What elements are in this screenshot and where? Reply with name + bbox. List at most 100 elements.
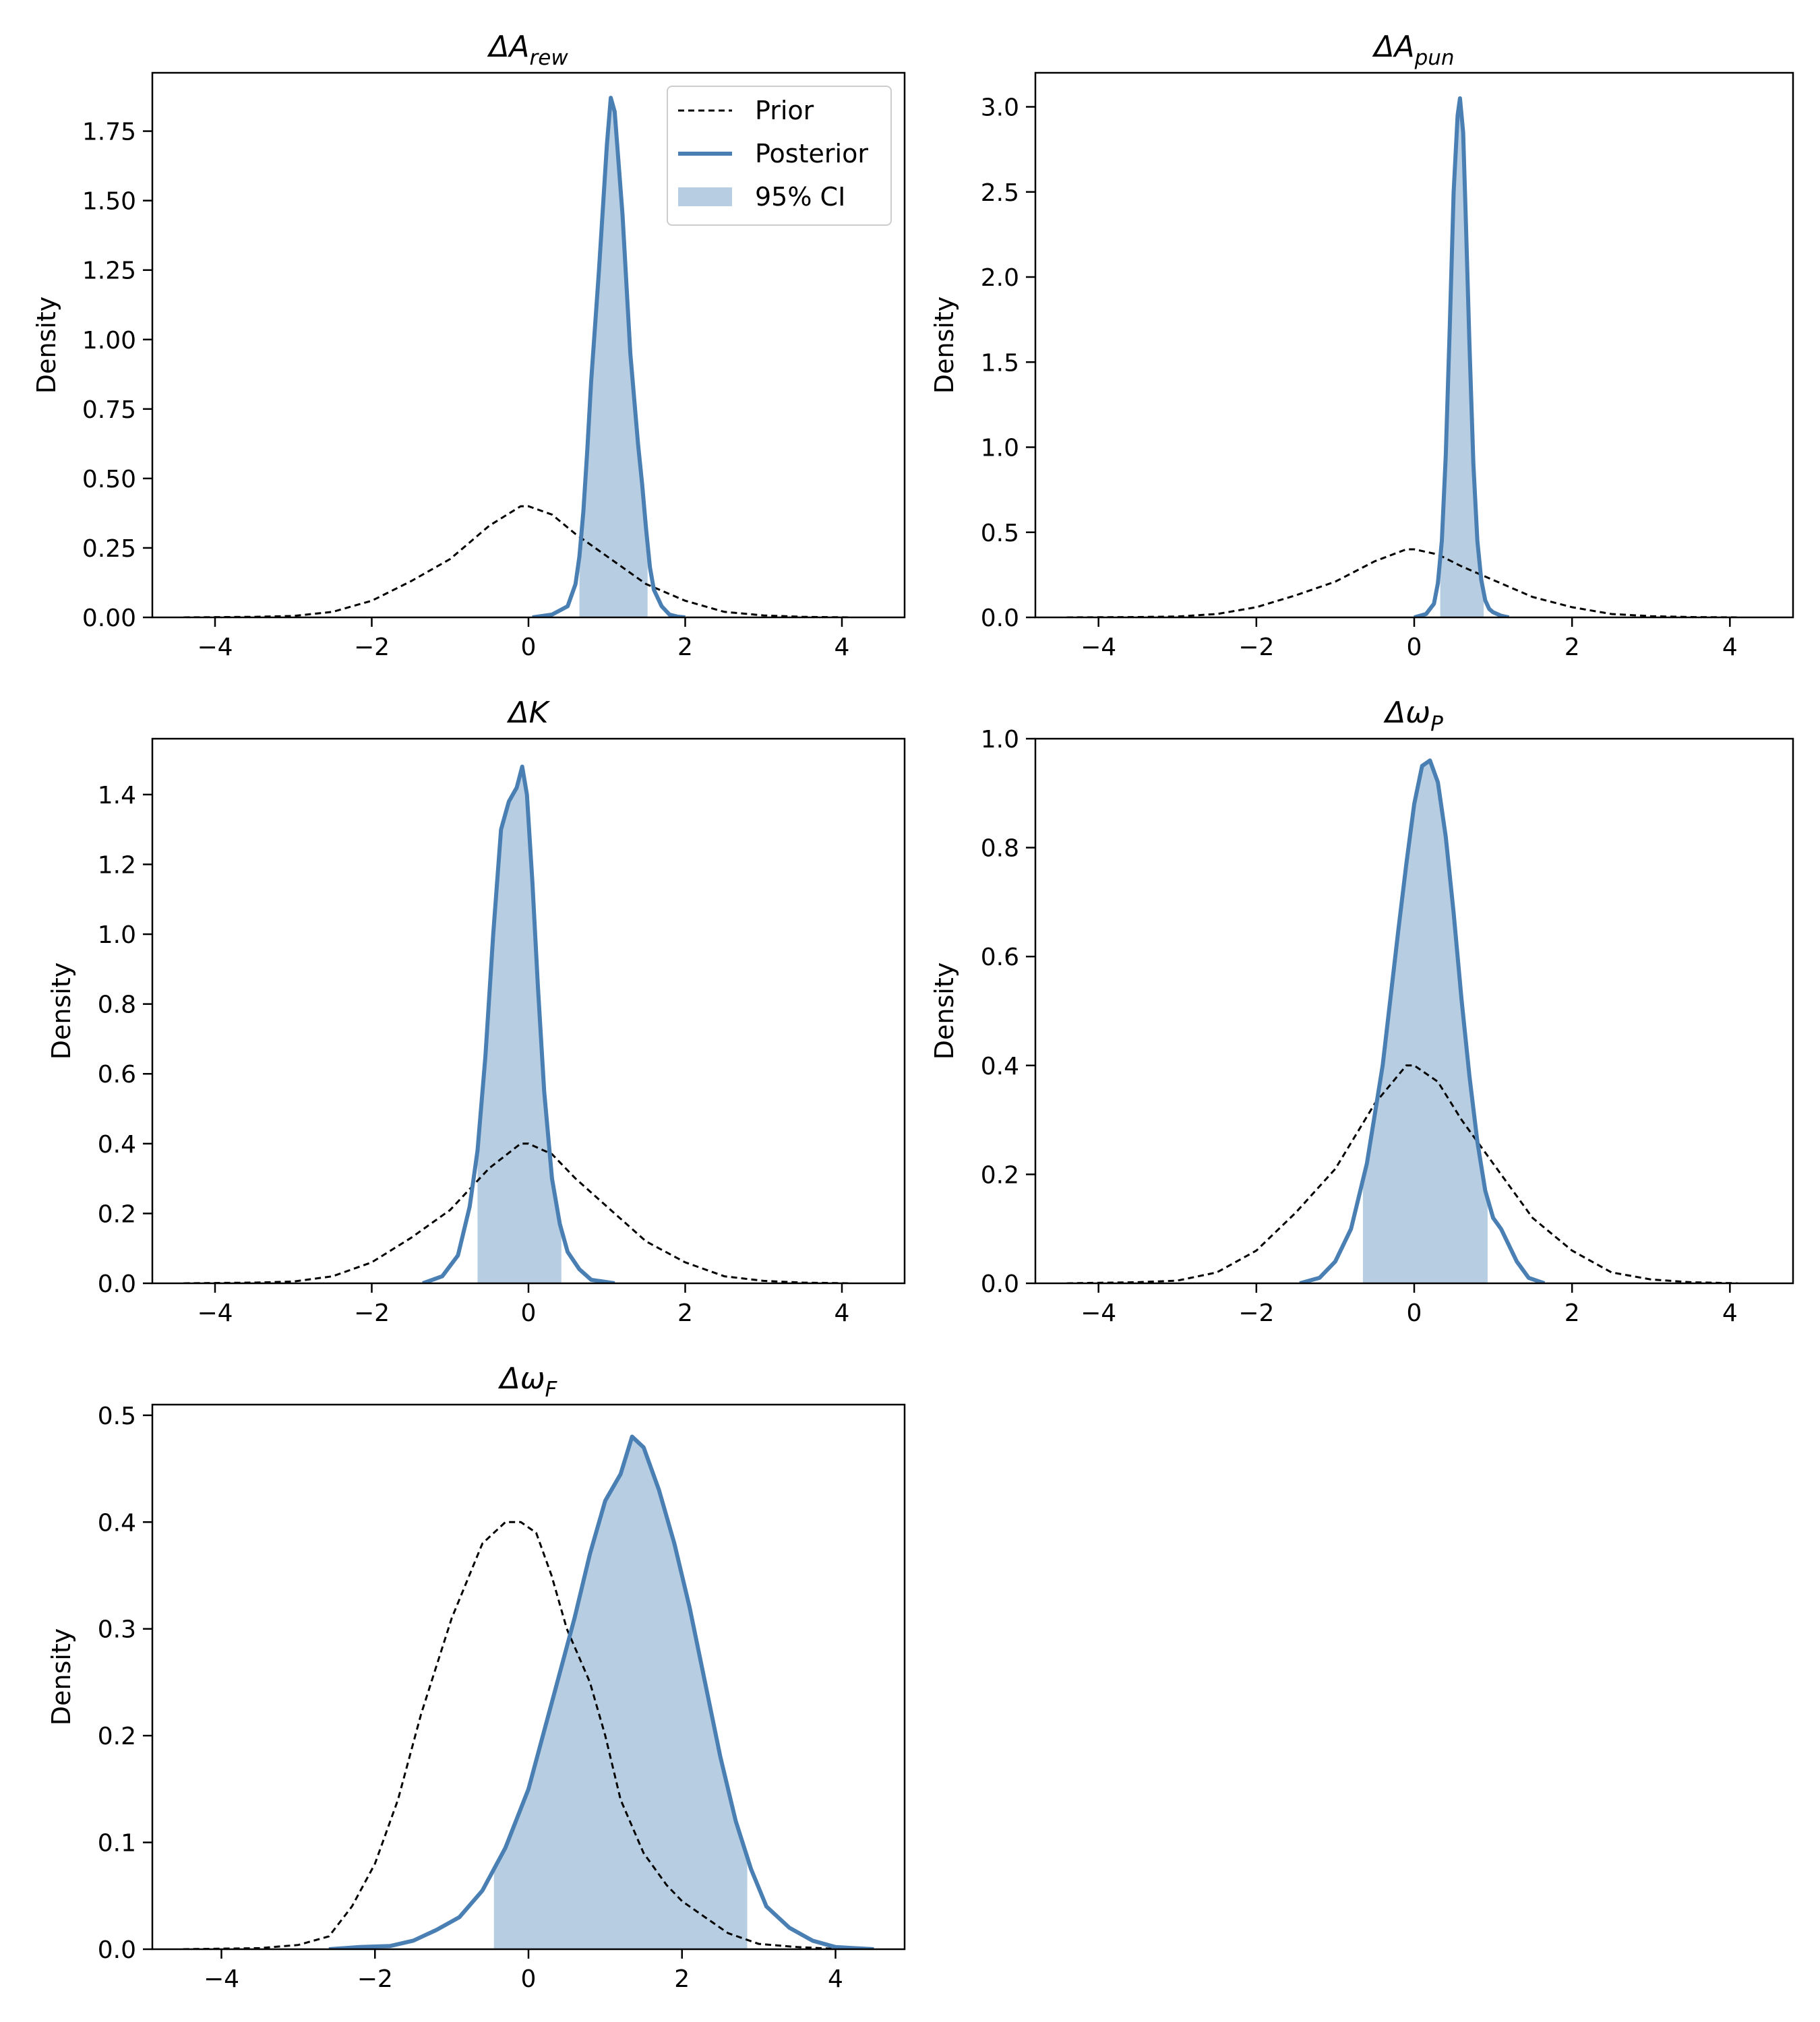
plot-area <box>183 1434 874 1949</box>
y-tick-label: 0.2 <box>981 1161 1019 1189</box>
x-tick-label: 0 <box>521 634 537 661</box>
title-subscript: F <box>545 1378 558 1402</box>
posterior-line-k <box>422 764 615 1283</box>
y-tick-label: 0.4 <box>981 1053 1019 1080</box>
y-axis-label: Density <box>930 962 959 1060</box>
subplot-title: ΔArew <box>487 30 568 70</box>
axes-frame <box>1034 71 1794 619</box>
ci-band-k <box>477 766 562 1283</box>
y-tick-label: 0.6 <box>981 944 1019 971</box>
x-tick-label: −2 <box>354 634 390 661</box>
y-tick-label: 0.3 <box>98 1616 136 1644</box>
x-tick-label: −4 <box>197 634 233 661</box>
y-tick-label: 1.00 <box>82 327 136 355</box>
y-axis-label: Density <box>47 1628 76 1725</box>
x-tick-label: 2 <box>677 634 693 661</box>
prior-line-apun <box>1066 548 1738 617</box>
subplot-wp: −4 −2 0 2 4 0.0 0.2 0.4 0.6 0.8 1.0 Density ΔωP <box>930 696 1794 1327</box>
y-tick-label: 0.2 <box>98 1723 136 1750</box>
y-tick-label: 1.5 <box>981 349 1019 377</box>
y-tick-label: 0.1 <box>98 1830 136 1858</box>
y-tick-label: 0.00 <box>82 605 136 632</box>
x-tick-label: −2 <box>1238 634 1274 661</box>
posterior-line-wp <box>1299 758 1546 1283</box>
title-base: Δω <box>498 1361 545 1396</box>
subplot-title: ΔApun <box>1372 30 1454 70</box>
x-tick-label: −2 <box>1238 1299 1274 1327</box>
y-tick-label: 0.4 <box>98 1509 136 1537</box>
title-base: ΔK <box>507 696 551 730</box>
legend-label: Prior <box>755 96 814 125</box>
prior-line-wf <box>183 1521 843 1949</box>
y-tick-label: 1.2 <box>98 851 136 879</box>
x-tick-label: 4 <box>1722 634 1738 661</box>
y-tick-label: 0.75 <box>82 396 136 424</box>
y-axis-label: Density <box>32 297 61 394</box>
x-tick-label: 4 <box>835 1299 850 1327</box>
title-base: Δω <box>1383 696 1430 730</box>
x-tick-label: −2 <box>354 1299 390 1327</box>
subplot-title: ΔωP <box>1383 696 1443 736</box>
x-tick-label: 0 <box>521 1299 537 1327</box>
plot-area <box>183 764 850 1283</box>
y-tick-label: 1.75 <box>82 119 136 146</box>
plot-area <box>1066 96 1738 617</box>
x-tick-label: 0 <box>1407 634 1422 661</box>
title-subscript: P <box>1430 712 1443 736</box>
y-tick-label: 2.0 <box>981 264 1019 292</box>
y-axis-label: Density <box>930 297 959 394</box>
x-tick-label: 0 <box>521 1965 537 1993</box>
y-tick-label: 1.0 <box>981 435 1019 462</box>
subplot-k: −4 −2 0 2 4 0.0 0.2 0.4 0.6 0.8 1.0 1.2 1.4 Density ΔK <box>47 696 906 1327</box>
ci-band-arew <box>579 98 648 617</box>
subplot-arew: −4 −2 0 2 4 0.00 0.25 0.50 0.75 1.00 1.25 1.50 1.75 D… <box>32 30 906 661</box>
x-tick-label: −4 <box>197 1299 233 1327</box>
y-tick-label: 0.8 <box>98 991 136 1019</box>
x-tick-label: 4 <box>828 1965 843 1993</box>
subplot-title: ΔωF <box>498 1361 558 1402</box>
y-tick-label: 0.0 <box>981 1270 1019 1298</box>
y-tick-label: 1.4 <box>98 782 136 809</box>
y-tick-label: 1.0 <box>981 726 1019 754</box>
x-tick-label: 4 <box>835 634 850 661</box>
subplot-apun: −4 −2 0 2 4 0.0 0.5 1.0 1.5 2.0 2.5 3.0 Density ΔApun <box>930 30 1794 661</box>
title-subscript: rew <box>530 46 569 70</box>
posterior-line-wf <box>328 1434 874 1949</box>
y-tick-label: 0.0 <box>981 605 1019 632</box>
y-tick-label: 0.4 <box>98 1131 136 1159</box>
subplot-title: ΔK <box>507 696 551 730</box>
prior-line-k <box>183 1142 850 1283</box>
y-tick-label: 0.8 <box>981 835 1019 863</box>
x-tick-label: −2 <box>357 1965 393 1993</box>
title-base: ΔA <box>487 30 529 64</box>
y-tick-label: 0.0 <box>98 1270 136 1298</box>
subplot-wf: −4 −2 0 2 4 0.0 0.1 0.2 0.3 0.4 0.5 Density ΔωF <box>47 1361 906 1993</box>
posterior-line-arew <box>532 96 686 617</box>
title-base: ΔA <box>1372 30 1414 64</box>
plot-area <box>1066 758 1738 1283</box>
x-tick-label: −4 <box>204 1965 239 1993</box>
x-tick-label: −4 <box>1081 1299 1116 1327</box>
x-tick-label: 2 <box>1565 634 1580 661</box>
y-tick-label: 0.25 <box>82 535 136 563</box>
y-tick-label: 0.50 <box>82 466 136 493</box>
legend-ci-swatch <box>678 187 732 206</box>
x-tick-label: 4 <box>1722 1299 1738 1327</box>
x-tick-label: 2 <box>1565 1299 1580 1327</box>
y-tick-label: 1.0 <box>98 921 136 949</box>
y-tick-label: 1.25 <box>82 257 136 285</box>
legend: Prior Posterior 95% CI <box>667 86 892 226</box>
legend-label: Posterior <box>755 139 868 168</box>
title-subscript: pun <box>1414 46 1455 70</box>
legend-label: 95% CI <box>755 182 845 212</box>
posterior-line-apun <box>1414 96 1510 617</box>
y-tick-label: 0.5 <box>98 1403 136 1430</box>
y-axis-label: Density <box>47 962 76 1060</box>
x-tick-label: −4 <box>1081 634 1116 661</box>
x-tick-label: 2 <box>677 1299 693 1327</box>
prior-line-arew <box>183 505 850 617</box>
x-tick-label: 0 <box>1407 1299 1422 1327</box>
y-tick-label: 0.0 <box>98 1936 136 1964</box>
y-tick-label: 0.2 <box>98 1200 136 1228</box>
